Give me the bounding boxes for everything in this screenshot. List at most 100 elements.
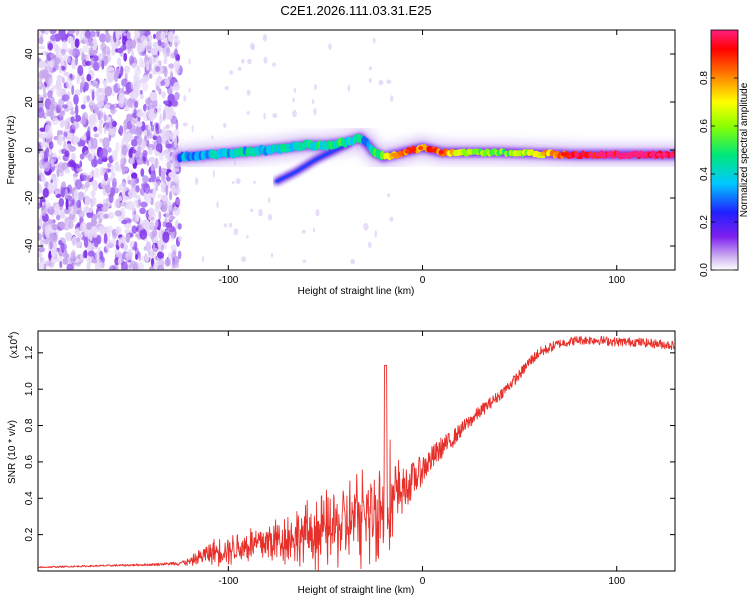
noise-speckle	[149, 54, 156, 65]
ridge-hotspot	[669, 152, 675, 157]
noise-speckle	[94, 167, 100, 175]
noise-speckle	[107, 212, 115, 219]
noise-speckle	[41, 69, 49, 79]
noise-speckle	[237, 66, 242, 71]
noise-speckle	[66, 263, 73, 270]
noise-speckle	[263, 112, 266, 120]
noise-speckle	[105, 72, 110, 78]
noise-speckle	[40, 239, 44, 250]
noise-speckle	[134, 86, 141, 97]
spectrogram-panel: -100 0 100 -40 -20 0 20 40 Height of straight …	[6, 29, 676, 297]
noise-speckle	[114, 248, 119, 256]
noise-speckle	[62, 104, 68, 109]
noise-speckle	[47, 42, 54, 51]
noise-speckle	[74, 104, 79, 116]
noise-speckle	[108, 193, 114, 204]
noise-speckle	[107, 147, 112, 153]
noise-speckle	[103, 104, 111, 109]
noise-speckle	[142, 156, 147, 162]
noise-speckle	[77, 233, 83, 239]
noise-speckle	[173, 81, 181, 91]
snr-scale-prefix: (x10	[9, 338, 20, 358]
noise-speckle	[172, 262, 180, 269]
noise-speckle	[121, 144, 128, 156]
noise-speckle	[91, 90, 95, 101]
noise-speckle	[128, 264, 136, 269]
snr-scale-exponent: 4	[8, 335, 15, 339]
noise-speckle	[157, 264, 164, 270]
noise-speckle	[140, 90, 143, 95]
noise-speckle	[95, 32, 98, 37]
noise-speckle	[110, 164, 114, 176]
noise-speckle	[60, 187, 66, 198]
noise-speckle	[74, 38, 80, 48]
noise-speckle	[60, 61, 65, 68]
noise-speckle	[152, 187, 156, 197]
noise-speckle	[64, 168, 71, 174]
snr-scale-suffix: )	[9, 332, 20, 335]
snr-y-tick-label: 0.6	[24, 455, 35, 469]
noise-speckle	[45, 230, 50, 239]
noise-speckle	[137, 134, 143, 146]
noise-speckle	[158, 165, 162, 177]
noise-speckle	[79, 153, 85, 160]
noise-speckle	[54, 203, 60, 215]
noise-speckle	[241, 256, 247, 263]
noise-speckle	[387, 193, 391, 198]
noise-speckle	[368, 66, 373, 71]
ridge-hotspot	[615, 152, 621, 157]
noise-speckle	[177, 223, 182, 230]
spectrogram-y-tick-label: -20	[24, 190, 35, 205]
noise-speckle	[52, 176, 57, 182]
noise-speckle	[38, 216, 43, 228]
noise-speckle	[130, 158, 135, 164]
noise-speckle	[62, 257, 69, 265]
noise-speckle	[79, 221, 87, 233]
noise-speckle	[93, 133, 100, 138]
noise-speckle	[120, 242, 124, 249]
noise-speckle	[89, 42, 94, 47]
noise-speckle	[139, 228, 148, 240]
noise-speckle	[123, 97, 128, 108]
noise-speckle	[314, 84, 317, 91]
noise-speckle	[164, 39, 170, 49]
noise-speckle	[158, 104, 162, 114]
noise-speckle	[99, 33, 107, 43]
noise-speckle	[170, 244, 177, 252]
noise-speckle	[57, 134, 63, 146]
spectrogram-y-tick-label: 20	[24, 96, 35, 108]
noise-speckle	[103, 114, 108, 122]
noise-speckle	[51, 85, 58, 90]
noise-speckle	[153, 33, 156, 40]
noise-speckle	[100, 147, 108, 159]
noise-speckle	[174, 35, 179, 41]
noise-speckle	[39, 133, 46, 138]
noise-speckle	[68, 220, 74, 230]
spectrogram-x-tick-label: 0	[420, 275, 426, 286]
noise-speckle	[114, 210, 123, 217]
noise-speckle	[311, 99, 315, 104]
noise-speckle	[105, 32, 111, 43]
noise-speckle	[195, 177, 199, 186]
noise-speckle	[65, 222, 69, 229]
noise-speckle	[272, 62, 277, 67]
noise-speckle	[149, 91, 158, 102]
noise-speckle	[62, 135, 66, 141]
noise-speckle	[38, 252, 43, 258]
noise-speckle	[148, 73, 153, 79]
noise-speckle	[99, 119, 104, 125]
noise-speckle	[138, 113, 142, 118]
noise-speckle	[139, 93, 144, 100]
noise-speckle	[168, 135, 176, 140]
noise-speckle	[97, 225, 105, 231]
noise-speckle	[175, 119, 179, 131]
noise-speckle	[182, 122, 188, 127]
noise-speckle	[156, 181, 161, 186]
noise-speckle	[38, 169, 43, 176]
noise-speckle	[81, 114, 87, 125]
noise-speckle	[166, 175, 171, 182]
noise-speckle	[60, 214, 67, 220]
noise-speckle	[64, 249, 68, 261]
noise-speckle	[161, 200, 168, 213]
